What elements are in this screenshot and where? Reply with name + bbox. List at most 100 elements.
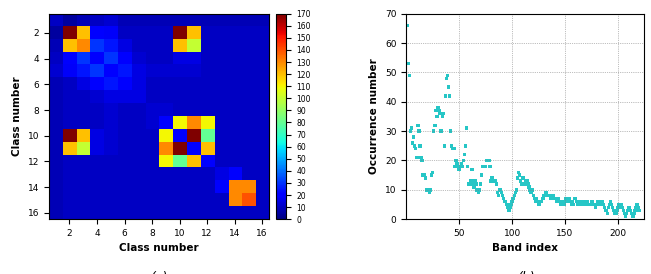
Point bbox=[482, 158, 492, 163]
Point bbox=[523, 182, 533, 186]
Point bbox=[563, 199, 574, 204]
Point bbox=[607, 205, 618, 210]
Point bbox=[505, 205, 515, 210]
Point bbox=[542, 193, 552, 198]
Point bbox=[613, 205, 623, 210]
Point bbox=[584, 202, 594, 207]
Point bbox=[411, 155, 422, 160]
Point bbox=[462, 126, 472, 130]
Point bbox=[507, 199, 518, 204]
Point bbox=[449, 147, 459, 151]
Point bbox=[509, 193, 519, 198]
Point bbox=[536, 199, 546, 204]
Text: (a): (a) bbox=[150, 271, 167, 274]
Point bbox=[587, 199, 597, 204]
Point bbox=[617, 205, 628, 210]
Point bbox=[592, 199, 603, 204]
Point bbox=[434, 109, 444, 113]
Point bbox=[531, 196, 542, 201]
Point bbox=[611, 211, 621, 216]
Point bbox=[582, 199, 592, 204]
Point bbox=[406, 126, 417, 130]
Point bbox=[474, 188, 484, 192]
Point bbox=[499, 199, 510, 204]
Point bbox=[409, 144, 420, 148]
Point bbox=[533, 202, 544, 207]
Y-axis label: Occurrence number: Occurrence number bbox=[370, 59, 380, 174]
Point bbox=[545, 196, 555, 201]
Point bbox=[479, 164, 490, 169]
Point bbox=[568, 202, 579, 207]
Point bbox=[493, 193, 504, 198]
Point bbox=[570, 196, 580, 201]
Point bbox=[494, 188, 505, 192]
X-axis label: Class number: Class number bbox=[119, 244, 199, 253]
Point bbox=[421, 188, 432, 192]
Point bbox=[469, 185, 479, 189]
Point bbox=[485, 164, 495, 169]
Point bbox=[602, 211, 613, 216]
Point bbox=[424, 191, 435, 195]
Point bbox=[526, 191, 536, 195]
Point bbox=[626, 208, 636, 213]
Point bbox=[426, 173, 437, 177]
Point bbox=[488, 179, 498, 183]
Point bbox=[438, 111, 449, 116]
Point bbox=[566, 202, 577, 207]
Point bbox=[496, 191, 506, 195]
Point bbox=[440, 94, 450, 98]
Point bbox=[541, 191, 551, 195]
Point bbox=[583, 202, 594, 207]
Point bbox=[516, 179, 526, 183]
Point bbox=[519, 176, 529, 180]
Point bbox=[456, 161, 467, 165]
Point bbox=[465, 179, 476, 183]
Point bbox=[538, 196, 548, 201]
Point bbox=[633, 205, 643, 210]
Point bbox=[415, 144, 425, 148]
Point bbox=[525, 188, 535, 192]
Point bbox=[585, 202, 596, 207]
Point bbox=[477, 164, 488, 169]
Point bbox=[459, 152, 469, 157]
Point bbox=[612, 208, 622, 213]
Point bbox=[634, 208, 644, 213]
Point bbox=[462, 164, 473, 169]
Point bbox=[448, 147, 458, 151]
X-axis label: Band index: Band index bbox=[492, 244, 559, 253]
Point bbox=[482, 158, 493, 163]
Point bbox=[594, 199, 604, 204]
Point bbox=[547, 196, 557, 201]
Point bbox=[615, 205, 626, 210]
Point bbox=[428, 170, 438, 175]
Point bbox=[419, 173, 430, 177]
Point bbox=[575, 202, 586, 207]
Point bbox=[502, 202, 512, 207]
Point bbox=[548, 193, 559, 198]
Y-axis label: Class number: Class number bbox=[12, 77, 22, 156]
Point bbox=[497, 193, 508, 198]
Point bbox=[457, 164, 467, 169]
Point bbox=[431, 109, 441, 113]
Point bbox=[418, 173, 428, 177]
Point bbox=[425, 188, 436, 192]
Point bbox=[472, 188, 482, 192]
Point bbox=[570, 196, 581, 201]
Point bbox=[597, 199, 607, 204]
Point bbox=[406, 129, 416, 133]
Point bbox=[404, 73, 415, 78]
Point bbox=[609, 208, 619, 213]
Point bbox=[454, 167, 464, 172]
Point bbox=[528, 193, 538, 198]
Point bbox=[521, 179, 531, 183]
Point bbox=[422, 188, 433, 192]
Point bbox=[513, 170, 523, 175]
Point bbox=[439, 144, 450, 148]
Point bbox=[408, 141, 418, 145]
Point bbox=[560, 199, 570, 204]
Point bbox=[592, 202, 602, 207]
Point bbox=[538, 193, 549, 198]
Point bbox=[467, 182, 478, 186]
Point bbox=[534, 202, 545, 207]
Point bbox=[413, 123, 423, 127]
